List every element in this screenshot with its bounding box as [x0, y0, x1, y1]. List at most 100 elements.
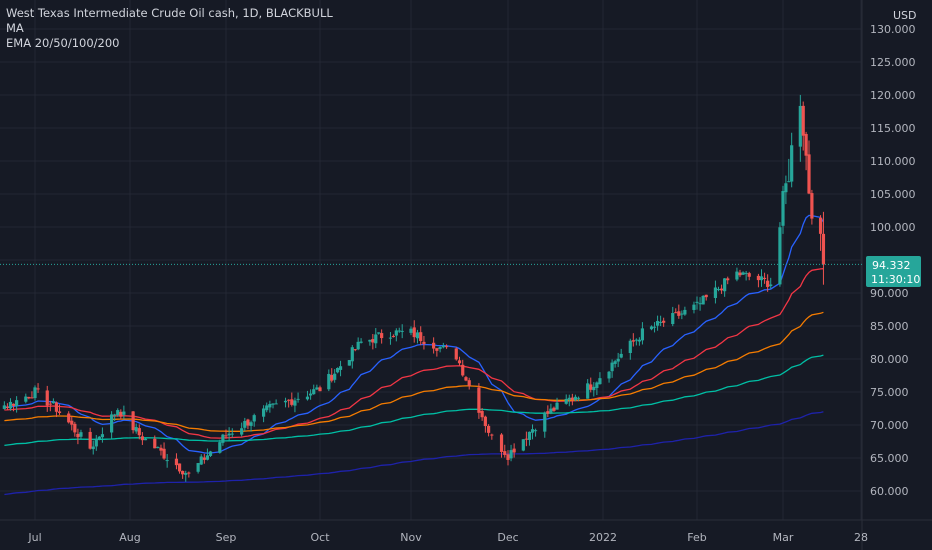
candle-body [88, 431, 92, 449]
axes: USD 60.000 65.000 70.000 75.000 80.000 85.000… [27, 9, 916, 544]
candle-body [570, 397, 574, 400]
candle-body [305, 396, 310, 400]
candle-body [353, 349, 357, 351]
y-tick-label: 85.000 [870, 320, 909, 333]
candle-body [454, 348, 458, 360]
candle-body [97, 436, 101, 440]
candle-body [36, 388, 40, 390]
price-badge[interactable]: 94.332 11:30:10 [866, 256, 921, 287]
candle-body [230, 433, 234, 435]
candle-body [174, 458, 179, 466]
candle-body [76, 433, 80, 438]
candle-body [477, 387, 481, 413]
candle-body [586, 383, 590, 399]
candle-body [374, 334, 378, 344]
y-tick-label: 125.000 [870, 56, 916, 69]
candle-body [318, 387, 322, 392]
candle-body [33, 387, 37, 399]
candle-body [461, 364, 465, 376]
candle-body [524, 438, 528, 440]
candle-body [527, 431, 532, 440]
candle-body [640, 328, 645, 341]
ema-50-line [4, 268, 824, 439]
candle-body [781, 191, 785, 226]
candle-body [552, 407, 556, 411]
y-tick-label: 105.000 [870, 188, 916, 201]
legend-ma[interactable]: MA [6, 21, 24, 35]
candle-body [94, 438, 98, 447]
candle-body [274, 403, 278, 405]
candle-body [659, 321, 663, 323]
candle-body [790, 145, 794, 182]
ema-100-line [4, 311, 824, 432]
y-tick-label: 115.000 [870, 122, 916, 135]
candle-body [296, 398, 300, 400]
candle-body [435, 348, 439, 351]
candle-body [153, 438, 157, 449]
candle-body [221, 434, 225, 443]
candle-body [719, 288, 724, 291]
candle-body [243, 421, 247, 428]
candle-body [312, 389, 316, 395]
x-tick-label: 2022 [589, 531, 617, 544]
candle-body [187, 472, 191, 474]
candle-body [134, 427, 138, 432]
candle-body [338, 366, 343, 370]
candle-body [487, 425, 491, 433]
candle-body [769, 284, 773, 287]
candle-body [655, 320, 660, 326]
chart-legend: West Texas Intermediate Crude Oil cash, … [6, 6, 333, 51]
candle-body [51, 401, 55, 404]
candle-body [177, 463, 182, 472]
candle-body [57, 411, 62, 413]
candle-body [249, 422, 253, 426]
candle-body [512, 448, 516, 453]
candle-body [801, 105, 805, 136]
candle-body [756, 275, 761, 281]
candle-body [576, 397, 581, 399]
candle-body [409, 328, 413, 333]
candle-body [549, 408, 553, 414]
candle-body [400, 330, 404, 332]
candle-body [48, 403, 52, 405]
candle-body [680, 313, 684, 315]
candle-body [810, 193, 814, 219]
candle-body [8, 401, 13, 409]
x-tick-label: Mar [773, 531, 794, 544]
legend-title[interactable]: West Texas Intermediate Crude Oil cash, … [6, 6, 333, 20]
legend-ema[interactable]: EMA 20/50/100/200 [6, 36, 120, 50]
candle-body [509, 450, 513, 459]
y-tick-label: 65.000 [870, 452, 909, 465]
candle-body [240, 428, 244, 435]
x-tick-label: Dec [497, 531, 518, 544]
y-tick-label: 120.000 [870, 89, 916, 102]
current-price-label: 94.332 [872, 259, 911, 272]
candle-body [555, 402, 559, 410]
candle-body [598, 378, 602, 385]
candle-body [464, 377, 468, 381]
candle-body [419, 332, 423, 342]
candle-body [747, 273, 751, 277]
candle-body [113, 414, 117, 416]
candle-body [268, 403, 272, 408]
candle-body [380, 333, 384, 339]
candle-body [227, 433, 231, 436]
candle-body [262, 408, 266, 417]
candle-body [350, 347, 354, 362]
candle-body [309, 393, 313, 396]
candle-body [698, 303, 702, 305]
candle-body [652, 326, 657, 328]
candle-body [283, 400, 288, 403]
y-tick-label: 75.000 [870, 386, 909, 399]
candle-body [356, 341, 360, 350]
candle-body [704, 294, 708, 298]
candle-body [467, 380, 471, 386]
candle-body [70, 420, 74, 425]
candle-body [119, 411, 123, 417]
candle-body [716, 289, 721, 291]
candle-body [422, 341, 426, 345]
